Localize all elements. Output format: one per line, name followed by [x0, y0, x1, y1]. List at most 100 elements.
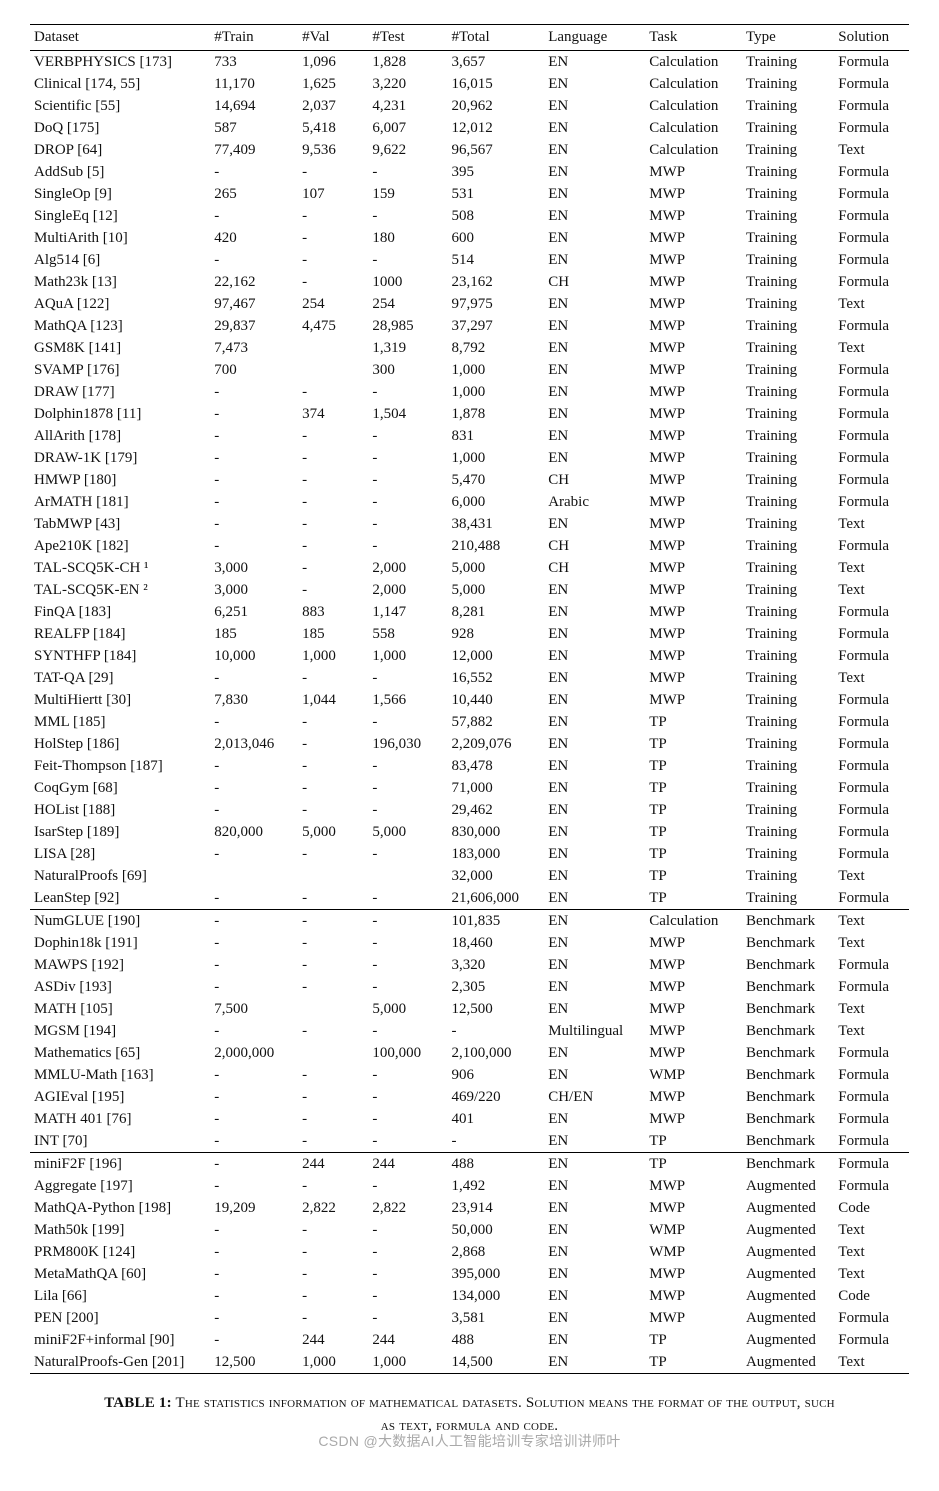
cell: Code [834, 1285, 909, 1307]
cell: Formula [834, 469, 909, 491]
cell: IsarStep [189] [30, 821, 210, 843]
cell: - [368, 799, 447, 821]
cell: EN [544, 293, 645, 315]
cell: MWP [645, 645, 742, 667]
cell: MWP [645, 205, 742, 227]
cell: Text [834, 579, 909, 601]
table-row: Feit-Thompson [187]---83,478ENTPTraining… [30, 755, 909, 777]
cell: - [298, 227, 368, 249]
cell: PEN [200] [30, 1307, 210, 1329]
cell: TP [645, 1153, 742, 1176]
cell: 1,044 [298, 689, 368, 711]
cell: Formula [834, 843, 909, 865]
cell: Training [742, 601, 834, 623]
cell: - [368, 535, 447, 557]
cell: Text [834, 865, 909, 887]
cell: Benchmark [742, 1130, 834, 1153]
cell: Benchmark [742, 1108, 834, 1130]
cell: CH [544, 469, 645, 491]
cell: MWP [645, 998, 742, 1020]
cell: 97,467 [210, 293, 298, 315]
cell: 1,566 [368, 689, 447, 711]
cell: - [298, 579, 368, 601]
cell: Augmented [742, 1263, 834, 1285]
cell: Training [742, 579, 834, 601]
cell: 7,500 [210, 998, 298, 1020]
cell: EN [544, 315, 645, 337]
cell: TAL-SCQ5K-EN ² [30, 579, 210, 601]
cell: Augmented [742, 1241, 834, 1263]
cell: CH/EN [544, 1086, 645, 1108]
cell: EN [544, 865, 645, 887]
cell: Training [742, 777, 834, 799]
table-row: MultiArith [10]420-180600ENMWPTrainingFo… [30, 227, 909, 249]
cell: EN [544, 51, 645, 74]
cell: 12,012 [448, 117, 545, 139]
cell: 180 [368, 227, 447, 249]
cell: Training [742, 403, 834, 425]
cell: NumGLUE [190] [30, 910, 210, 933]
cell: 1,147 [368, 601, 447, 623]
cell: MWP [645, 932, 742, 954]
cell: Benchmark [742, 1153, 834, 1176]
cell: 6,007 [368, 117, 447, 139]
cell: 6,000 [448, 491, 545, 513]
cell: 587 [210, 117, 298, 139]
cell: TP [645, 711, 742, 733]
cell: miniF2F [196] [30, 1153, 210, 1176]
cell: EN [544, 249, 645, 271]
cell: Dolphin1878 [11] [30, 403, 210, 425]
cell: EN [544, 227, 645, 249]
cell: - [298, 711, 368, 733]
cell: - [368, 1175, 447, 1197]
cell: Formula [834, 183, 909, 205]
table-row: LeanStep [92]---21,606,000ENTPTrainingFo… [30, 887, 909, 910]
cell: MWP [645, 1175, 742, 1197]
cell: 5,000 [368, 998, 447, 1020]
cell: EN [544, 1351, 645, 1374]
cell: 28,985 [368, 315, 447, 337]
cell: - [210, 777, 298, 799]
cell: PRM800K [124] [30, 1241, 210, 1263]
cell: - [298, 1064, 368, 1086]
cell: - [298, 249, 368, 271]
cell: 100,000 [368, 1042, 447, 1064]
cell: - [298, 1086, 368, 1108]
cell: 733 [210, 51, 298, 74]
cell: WMP [645, 1241, 742, 1263]
col-val: #Val [298, 25, 368, 51]
cell: 210,488 [448, 535, 545, 557]
cell: EN [544, 887, 645, 910]
cell [368, 865, 447, 887]
cell: EN [544, 1175, 645, 1197]
cell: 1,504 [368, 403, 447, 425]
cell: 19,209 [210, 1197, 298, 1219]
table-row: Mathematics [65]2,000,000100,0002,100,00… [30, 1042, 909, 1064]
cell: 1,000 [368, 1351, 447, 1374]
col-solution: Solution [834, 25, 909, 51]
cell: Formula [834, 359, 909, 381]
cell: 2,209,076 [448, 733, 545, 755]
table-row: Clinical [174, 55]11,1701,6253,22016,015… [30, 73, 909, 95]
cell: - [210, 513, 298, 535]
cell: MWP [645, 557, 742, 579]
caption-label: TABLE 1: [104, 1395, 172, 1411]
cell: 600 [448, 227, 545, 249]
cell: 488 [448, 1329, 545, 1351]
cell: TP [645, 887, 742, 910]
cell: MWP [645, 579, 742, 601]
cell: Formula [834, 117, 909, 139]
cell: 3,220 [368, 73, 447, 95]
cell: HMWP [180] [30, 469, 210, 491]
cell: 3,581 [448, 1307, 545, 1329]
cell: 50,000 [448, 1219, 545, 1241]
cell: TP [645, 1351, 742, 1374]
cell: Mathematics [65] [30, 1042, 210, 1064]
cell: 3,000 [210, 557, 298, 579]
cell: EN [544, 139, 645, 161]
cell: 3,000 [210, 579, 298, 601]
cell: 5,470 [448, 469, 545, 491]
cell: Training [742, 799, 834, 821]
cell: 97,975 [448, 293, 545, 315]
cell: Text [834, 1219, 909, 1241]
